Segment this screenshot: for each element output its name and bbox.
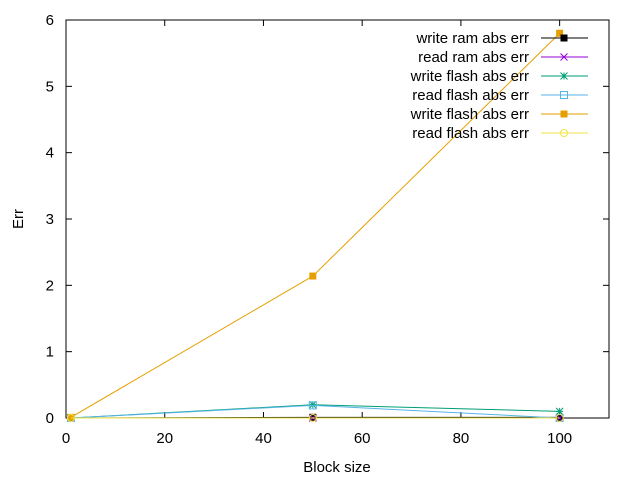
y-tick-label: 6 [46, 12, 54, 29]
legend-label: read ram abs err [418, 49, 529, 66]
y-tick-label: 3 [46, 211, 54, 228]
series-5 [67, 29, 564, 421]
series-line [70, 404, 560, 419]
data-point [308, 401, 317, 410]
legend-item: read flash abs err [412, 125, 588, 142]
legend-marker [560, 91, 568, 99]
y-axis-label: Err [10, 209, 27, 229]
legend-marker [560, 129, 568, 137]
legend-marker [560, 110, 568, 118]
data-point [67, 413, 75, 421]
data-point [308, 414, 317, 422]
legend-item: write flash abs err [410, 68, 588, 85]
data-point [555, 414, 564, 422]
y-tick-label: 5 [46, 78, 54, 95]
legend-label: write ram abs err [415, 30, 529, 47]
x-tick-label: 60 [354, 430, 371, 447]
y-tick-label: 2 [46, 277, 54, 294]
y-tick-label: 1 [46, 344, 54, 361]
legend-marker [560, 34, 568, 42]
data-point [555, 407, 564, 416]
series-layer [66, 29, 564, 422]
data-point [66, 414, 75, 422]
legend-marker [560, 53, 568, 61]
legend-item: read ram abs err [418, 49, 588, 66]
legend-label: write flash abs err [410, 68, 529, 85]
x-axis: 0 20 40 60 80 100 [62, 20, 572, 447]
x-tick-label: 20 [156, 430, 173, 447]
legend-item: read flash abs err [412, 87, 588, 104]
legend-item: write ram abs err [415, 30, 588, 47]
data-point [308, 400, 317, 409]
legend: write ram abs err read ram abs err write f… [410, 30, 588, 142]
legend-label: read flash abs err [412, 87, 529, 104]
x-tick-label: 0 [62, 430, 70, 447]
x-axis-label: Block size [303, 459, 371, 476]
legend-item: write flash abs err [410, 106, 588, 123]
legend-label: read flash abs err [412, 125, 529, 142]
x-tick-label: 100 [547, 430, 572, 447]
data-point [556, 29, 564, 37]
series-6 [66, 414, 564, 422]
x-tick-label: 80 [453, 430, 470, 447]
legend-marker [560, 72, 568, 80]
data-point [309, 272, 317, 280]
x-tick-label: 40 [255, 430, 272, 447]
y-tick-label: 4 [46, 145, 54, 162]
y-tick-label: 0 [46, 410, 54, 427]
legend-label: write flash abs err [410, 106, 529, 123]
